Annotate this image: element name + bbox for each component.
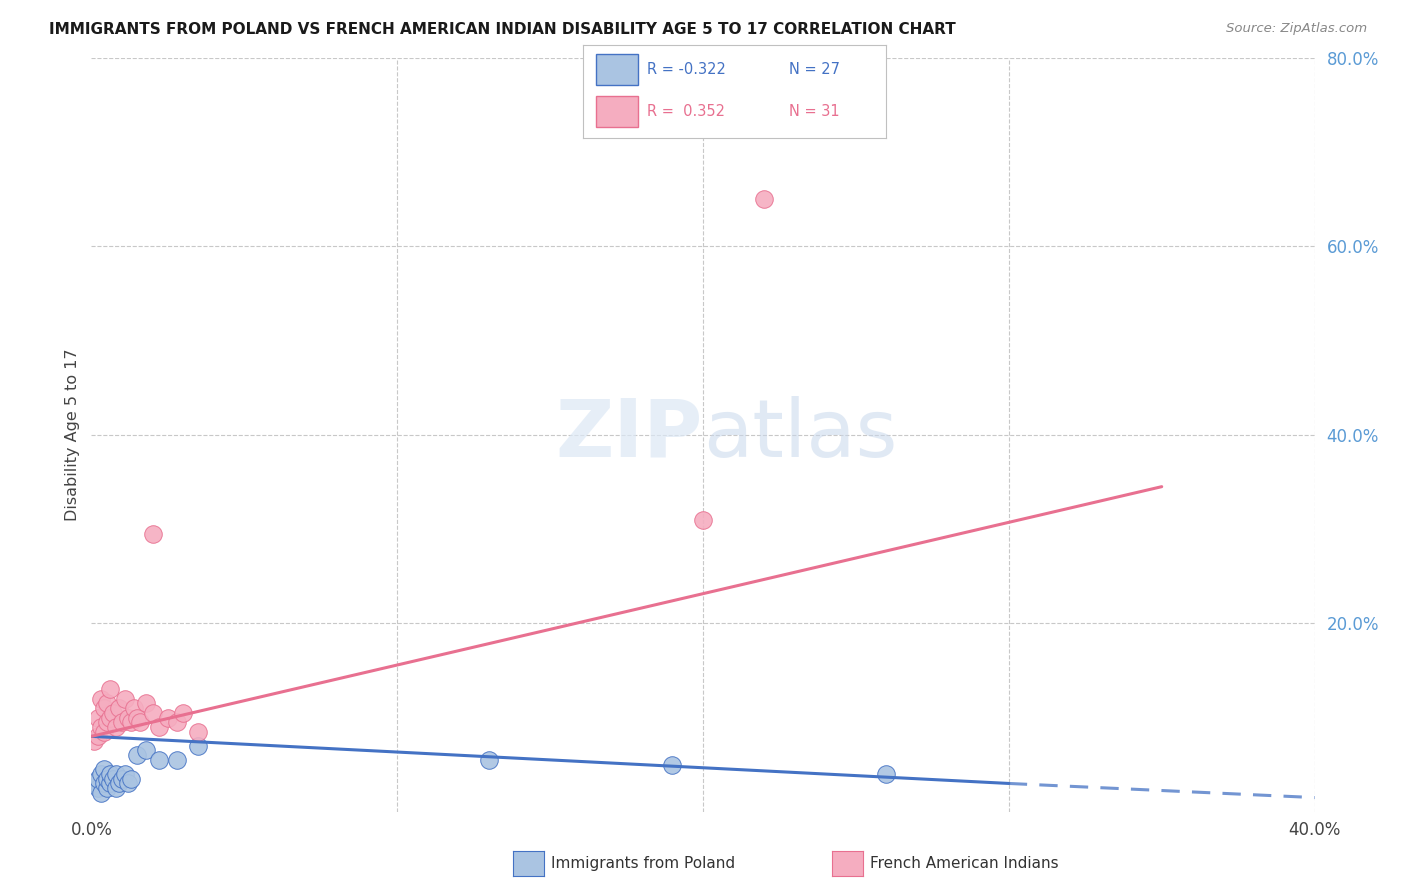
- Point: [135, 697, 157, 711]
- Point: [98, 682, 121, 697]
- Point: [187, 739, 209, 753]
- Point: [114, 691, 136, 706]
- Point: [114, 767, 136, 781]
- Point: [104, 720, 127, 734]
- Bar: [596, 96, 638, 127]
- Point: [86, 730, 108, 744]
- Point: [187, 724, 209, 739]
- Point: [93, 701, 115, 715]
- Point: [122, 701, 145, 715]
- Point: [108, 776, 131, 790]
- Point: [96, 715, 118, 730]
- Point: [141, 526, 163, 541]
- Point: [90, 786, 112, 800]
- Point: [754, 192, 776, 206]
- Point: [478, 753, 501, 767]
- Point: [692, 513, 714, 527]
- Point: [104, 781, 127, 796]
- Point: [156, 710, 179, 724]
- Point: [120, 715, 142, 730]
- Text: R = -0.322: R = -0.322: [647, 62, 725, 77]
- Point: [96, 697, 118, 711]
- Point: [90, 720, 112, 734]
- Point: [166, 715, 188, 730]
- Point: [93, 762, 115, 776]
- Point: [86, 710, 108, 724]
- Point: [96, 781, 118, 796]
- Point: [127, 748, 149, 763]
- Point: [98, 710, 121, 724]
- Text: N = 31: N = 31: [789, 104, 839, 119]
- Point: [166, 753, 188, 767]
- Point: [86, 781, 108, 796]
- Bar: [596, 54, 638, 85]
- Point: [90, 691, 112, 706]
- Point: [111, 715, 134, 730]
- Point: [135, 743, 157, 757]
- Point: [661, 757, 683, 772]
- Text: Immigrants from Poland: Immigrants from Poland: [551, 856, 735, 871]
- Point: [111, 772, 134, 786]
- Text: French American Indians: French American Indians: [870, 856, 1059, 871]
- Point: [120, 772, 142, 786]
- Point: [117, 776, 139, 790]
- Text: IMMIGRANTS FROM POLAND VS FRENCH AMERICAN INDIAN DISABILITY AGE 5 TO 17 CORRELAT: IMMIGRANTS FROM POLAND VS FRENCH AMERICA…: [49, 22, 956, 37]
- Point: [129, 715, 152, 730]
- Point: [93, 724, 115, 739]
- Point: [141, 706, 163, 720]
- Point: [148, 753, 170, 767]
- Point: [101, 772, 124, 786]
- Text: Source: ZipAtlas.com: Source: ZipAtlas.com: [1226, 22, 1367, 36]
- Point: [90, 767, 112, 781]
- Point: [98, 767, 121, 781]
- Text: R =  0.352: R = 0.352: [647, 104, 725, 119]
- Point: [93, 776, 115, 790]
- Point: [127, 710, 149, 724]
- Point: [83, 734, 105, 748]
- Point: [875, 767, 898, 781]
- Point: [117, 710, 139, 724]
- Point: [104, 767, 127, 781]
- Text: atlas: atlas: [703, 396, 897, 474]
- Point: [172, 706, 194, 720]
- Point: [98, 776, 121, 790]
- Text: ZIP: ZIP: [555, 396, 703, 474]
- Point: [96, 772, 118, 786]
- Y-axis label: Disability Age 5 to 17: Disability Age 5 to 17: [65, 349, 80, 521]
- Text: N = 27: N = 27: [789, 62, 839, 77]
- Point: [101, 706, 124, 720]
- Point: [108, 701, 131, 715]
- Point: [83, 776, 105, 790]
- Point: [148, 720, 170, 734]
- Point: [86, 772, 108, 786]
